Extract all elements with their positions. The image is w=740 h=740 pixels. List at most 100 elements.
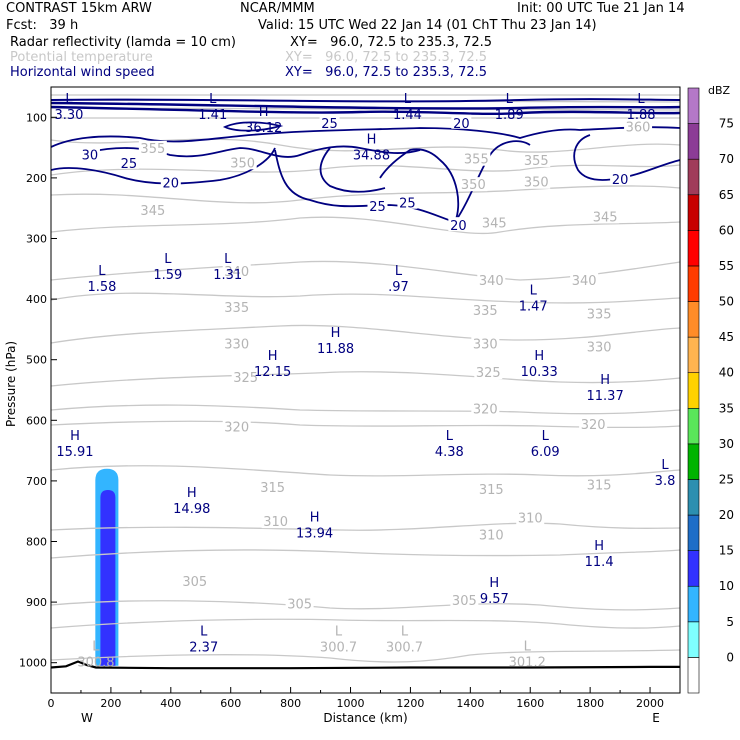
colorbar-swatch	[687, 301, 700, 338]
theta-contour-label: 340	[479, 274, 504, 289]
colorbar: dBZ 0 5 10 15 20 25 30 35 40 45 50 55 60 65 70 75	[687, 84, 734, 694]
theta-label-bg	[591, 209, 620, 224]
theta-label-bg	[222, 419, 251, 434]
extremum-value: 14.98	[173, 502, 210, 517]
x-tick-label: 400	[160, 697, 181, 710]
theta-contour-line	[51, 649, 681, 663]
theta-contour-label: 320	[581, 418, 606, 433]
colorbar-label: 5	[726, 615, 734, 629]
wind-contour-line	[51, 98, 681, 103]
theta-contour-line	[51, 404, 681, 415]
extremum-value: 1.44	[393, 108, 422, 123]
wind-contour-label: 20	[163, 177, 180, 192]
extremum-value: 3.30	[54, 108, 83, 123]
theta-contour-line	[51, 465, 681, 477]
theta-contour-line	[51, 216, 681, 235]
extremum-value: 1.31	[213, 268, 242, 283]
theta-label-bg	[228, 155, 257, 170]
field-theta-xy: XY= 96.0, 72.5 to 235.3, 72.5	[285, 50, 488, 65]
y-tick-label: 400	[26, 293, 47, 306]
west-label: W	[81, 711, 93, 725]
x-tick-label: 0	[48, 697, 55, 710]
wind-contour-line	[51, 105, 681, 116]
theta-contour-label: 335	[587, 307, 612, 322]
theta-contour-label: 310	[518, 511, 543, 526]
forecast-hour: Fcst: 39 h	[6, 18, 79, 33]
colorbar-swatch	[687, 265, 700, 302]
extremum-marker: L	[530, 283, 538, 298]
theta-label-bg	[222, 336, 251, 351]
colorbar-swatch	[687, 87, 700, 124]
theta-contour-label: 355	[464, 153, 489, 168]
colorbar-swatch	[687, 443, 700, 480]
extremum-marker: H	[310, 511, 320, 526]
extremum-value: 4.38	[435, 445, 464, 460]
theta-label-bg	[471, 336, 500, 351]
theta-label-bg	[585, 306, 614, 321]
x-tick-label: 1600	[516, 697, 544, 710]
colorbar-label: 10	[719, 579, 734, 593]
extremum-value: 1.89	[495, 108, 524, 123]
theta-contour-label: 350	[230, 156, 255, 171]
x-tick-label: 600	[220, 697, 241, 710]
colorbar-label: 70	[719, 152, 734, 166]
y-tick-label: 900	[26, 596, 47, 609]
colorbar-swatch	[687, 372, 700, 409]
y-tick-label: 500	[26, 354, 47, 367]
extremum-value: 10.33	[521, 365, 558, 380]
theta-label-bg	[138, 203, 167, 218]
wind-label-bg	[367, 197, 388, 212]
colorbar-label: 55	[719, 259, 734, 273]
x-tick-label: 1000	[337, 697, 365, 710]
extremum-marker: H	[489, 576, 499, 591]
theta-contour-label: 305	[287, 598, 312, 613]
y-tick-label: 300	[26, 233, 47, 246]
extremum-marker: L	[98, 264, 106, 279]
extremum-value: 300.7	[386, 641, 423, 656]
theta-contour-line	[51, 420, 681, 429]
y-tick-label: 600	[26, 414, 47, 427]
theta-contour-label: 360	[626, 121, 651, 136]
extremum-value: 36.12	[245, 121, 282, 136]
plot-frame	[50, 86, 681, 694]
theta-contour-label: 340	[224, 265, 249, 280]
terrain-line	[50, 660, 680, 670]
theta-label-bg	[516, 510, 545, 525]
extremum-marker: H	[187, 486, 197, 501]
theta-contour-line	[51, 618, 681, 629]
extremum-value: 15.91	[56, 445, 93, 460]
extremum-value: 1.41	[198, 108, 227, 123]
extremum-marker: H	[331, 326, 341, 341]
field-theta-label: Potential temperature	[10, 50, 153, 65]
extremum-marker: L	[224, 252, 232, 267]
extremum-marker: L	[92, 640, 100, 655]
extremum-marker: L	[524, 640, 532, 655]
extremum-marker: H	[259, 105, 269, 120]
theta-label-bg	[222, 263, 251, 278]
theta-contour-label: 355	[524, 154, 549, 169]
reflectivity-cell	[100, 489, 116, 666]
extremum-value: 301.2	[509, 656, 546, 671]
theta-contour-label: 325	[233, 371, 258, 386]
x-tick-label: 200	[100, 697, 121, 710]
plot-axes: 0 200 400 600 800 1000 1200 1400 1600 1800 2000 100…	[4, 86, 681, 725]
extremum-marker: L	[401, 625, 409, 640]
extremum-value: 3.8	[655, 474, 676, 489]
wind-contour-label: 25	[321, 117, 338, 132]
theta-label-bg	[258, 480, 287, 495]
theta-contour-label: 335	[224, 301, 249, 316]
wind-contour-label: 25	[399, 197, 416, 212]
theta-contour-label: 335	[473, 304, 498, 319]
x-tick-label: 1400	[456, 697, 484, 710]
extremum-marker: L	[200, 625, 208, 640]
colorbar-label: 75	[719, 117, 734, 131]
extremum-value: 9.57	[480, 592, 509, 607]
theta-contour-label: 305	[182, 575, 207, 590]
theta-contour-line	[51, 600, 681, 611]
colorbar-swatch	[687, 514, 700, 551]
extremum-marker: H	[600, 373, 610, 388]
extremum-value: 300.7	[320, 641, 357, 656]
theta-label-bg	[222, 300, 251, 315]
extremum-value: .97	[388, 280, 409, 295]
